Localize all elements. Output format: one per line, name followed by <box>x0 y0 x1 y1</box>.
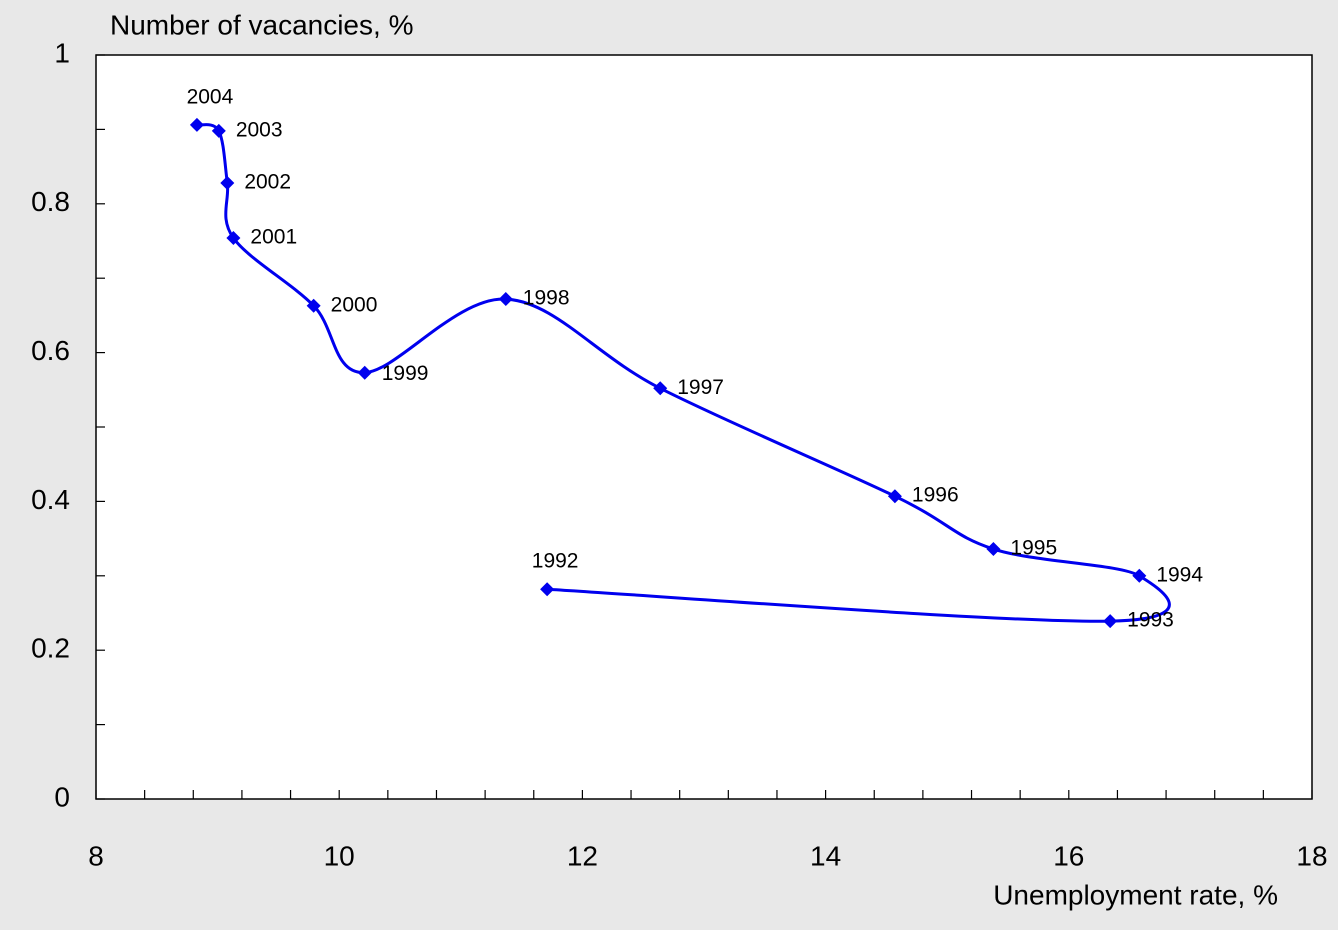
point-marker <box>357 365 372 380</box>
point-marker <box>653 381 668 396</box>
point-marker <box>1103 614 1118 629</box>
y-tick-label: 1 <box>54 37 70 68</box>
point-label: 1992 <box>532 550 579 573</box>
x-tick-label: 14 <box>810 840 841 871</box>
point-label: 1996 <box>912 484 959 507</box>
point-label: 1998 <box>523 287 570 310</box>
x-tick-label: 12 <box>567 840 598 871</box>
point-marker <box>189 117 204 132</box>
point-label: 2000 <box>331 293 378 316</box>
point-marker <box>306 298 321 313</box>
x-tick-label: 18 <box>1296 840 1327 871</box>
point-label: 1994 <box>1156 563 1203 586</box>
point-label: 1999 <box>382 362 429 385</box>
y-axis-title: Number of vacancies, % <box>110 9 413 40</box>
y-tick-label: 0.8 <box>31 186 70 217</box>
point-marker <box>986 542 1001 557</box>
y-tick-label: 0.6 <box>31 335 70 366</box>
point-label: 1993 <box>1127 609 1174 632</box>
point-marker <box>887 489 902 504</box>
x-tick-label: 8 <box>88 840 104 871</box>
point-label: 2004 <box>187 85 234 108</box>
point-label: 1995 <box>1010 537 1057 560</box>
y-tick-label: 0.4 <box>31 484 70 515</box>
point-label: 2003 <box>236 118 283 141</box>
y-tick-label: 0.2 <box>31 633 70 664</box>
point-marker <box>1132 568 1147 583</box>
x-axis-title: Unemployment rate, % <box>993 879 1278 910</box>
point-marker <box>498 292 513 307</box>
point-label: 2002 <box>244 171 291 194</box>
x-tick-label: 10 <box>324 840 355 871</box>
x-tick-label: 16 <box>1053 840 1084 871</box>
point-marker <box>220 175 235 190</box>
plot-area <box>95 54 1313 800</box>
point-marker <box>211 123 226 138</box>
point-marker <box>226 231 241 246</box>
point-label: 2001 <box>250 226 297 249</box>
y-tick-label: 0 <box>54 781 70 812</box>
point-marker <box>540 582 555 597</box>
point-label: 1997 <box>677 376 724 399</box>
